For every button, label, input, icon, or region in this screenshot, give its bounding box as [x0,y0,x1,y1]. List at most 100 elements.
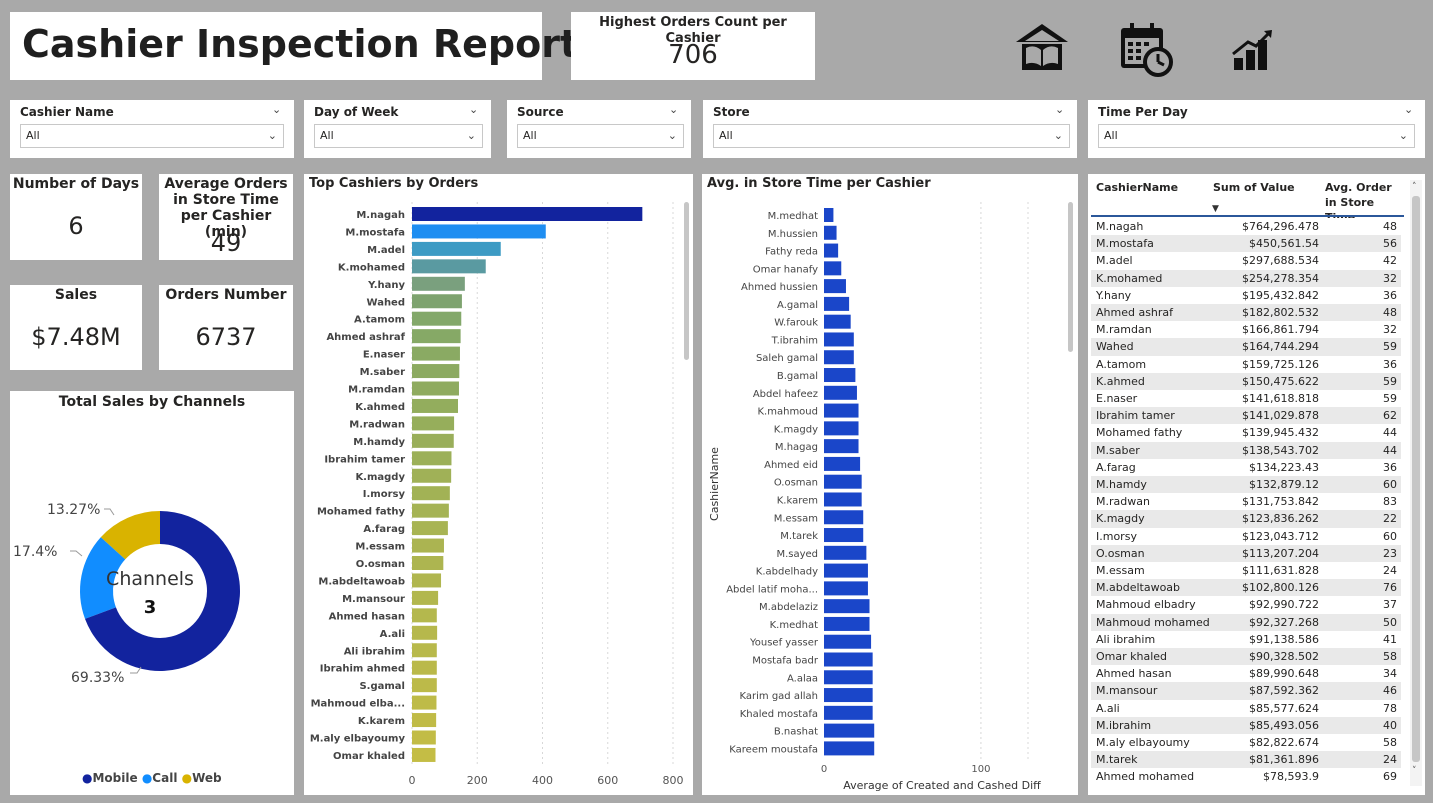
bar[interactable] [824,225,837,240]
slicer-dropdown[interactable]: All ⌄ [20,124,284,148]
bar[interactable] [412,521,448,536]
bar[interactable] [412,503,449,518]
slicer-source[interactable]: Source ⌄ All ⌄ [507,100,691,158]
bar[interactable] [824,723,875,738]
bar[interactable] [412,486,450,501]
legend-item-mobile[interactable]: ●Mobile [82,771,138,785]
bar[interactable] [824,332,854,347]
bar[interactable] [412,625,438,640]
bar[interactable] [412,294,462,309]
bar[interactable] [824,261,842,276]
bar[interactable] [824,510,864,525]
slicer-dropdown[interactable]: All ⌄ [517,124,684,148]
bar[interactable] [412,241,501,256]
bar[interactable] [824,421,859,436]
bar[interactable] [412,730,436,745]
chevron-down-icon[interactable]: ⌄ [469,103,479,116]
bar[interactable] [824,243,839,258]
table-row[interactable]: Y.hany $195,432.842 36 [1091,286,1401,304]
table-row[interactable]: A.ali $85,577.624 78 [1091,699,1401,717]
bar[interactable] [824,350,854,365]
bar[interactable] [412,329,461,344]
slicer-dropdown[interactable]: All ⌄ [1098,124,1415,148]
column-header-sum-of-value[interactable]: Sum of Value [1213,181,1295,194]
table-row[interactable]: Ahmed ashraf $182,802.532 48 [1091,304,1401,322]
table-row[interactable]: I.morsy $123,043.712 60 [1091,527,1401,545]
bar[interactable] [824,688,873,703]
bar[interactable] [412,224,546,239]
slicer-dropdown[interactable]: All ⌄ [713,124,1070,148]
table-row[interactable]: Ahmed hasan $89,990.648 34 [1091,665,1401,683]
table-row[interactable]: A.farag $134,223.43 36 [1091,458,1401,476]
table-row[interactable]: M.ramdan $166,861.794 32 [1091,321,1401,339]
scroll-up-icon[interactable]: ˄ [1412,182,1417,192]
legend-item-call[interactable]: ●Call [141,771,178,785]
sort-desc-icon[interactable]: ▼ [1212,204,1219,214]
bar[interactable] [412,556,444,570]
bar[interactable] [412,346,460,361]
bar[interactable] [412,747,436,762]
bar[interactable] [412,468,452,483]
table-row[interactable]: M.ibrahim $85,493.056 40 [1091,716,1401,734]
bar[interactable] [412,538,444,553]
table-row[interactable]: O.osman $113,207.204 23 [1091,544,1401,562]
column-header-avg-order[interactable]: Avg. Order in Store Time [1325,181,1392,224]
donut-slice-mobile[interactable] [85,511,240,671]
scrollbar-thumb[interactable] [1412,196,1420,762]
chevron-down-icon[interactable]: ⌄ [669,103,679,116]
bar[interactable] [824,403,859,418]
bar[interactable] [412,660,437,675]
scrollbar[interactable] [1068,202,1073,352]
table-row[interactable]: M.saber $138,543.702 44 [1091,441,1401,459]
table-row[interactable]: Mahmoud elbadry $92,990.722 37 [1091,596,1401,614]
slicer-store[interactable]: Store ⌄ All ⌄ [703,100,1077,158]
bar[interactable] [412,381,459,396]
scroll-down-icon[interactable]: ˅ [1412,766,1417,776]
slicer-dropdown[interactable]: All ⌄ [314,124,483,148]
table-row[interactable]: K.mohamed $254,278.354 32 [1091,269,1401,287]
bar[interactable] [824,492,862,507]
home-book-icon[interactable] [1014,22,1070,76]
table-row[interactable]: M.essam $111,631.828 24 [1091,562,1401,580]
bar[interactable] [824,599,870,614]
bar[interactable] [824,616,870,631]
bar[interactable] [824,279,846,294]
bar[interactable] [412,608,437,623]
bar[interactable] [412,276,465,291]
bar[interactable] [824,634,872,649]
bar[interactable] [824,385,857,400]
table-row[interactable]: Ibrahim tamer $141,029.878 62 [1091,407,1401,425]
donut-slice-call[interactable] [80,537,126,619]
column-header-cashiername[interactable]: CashierName [1096,181,1179,194]
bar[interactable] [412,590,439,605]
table-row[interactable]: M.hamdy $132,879.12 60 [1091,476,1401,494]
bar[interactable] [824,474,862,489]
chevron-down-icon[interactable]: ⌄ [1404,103,1414,116]
table-row[interactable]: M.aly elbayoumy $82,822.674 58 [1091,734,1401,752]
bar[interactable] [824,314,851,329]
chevron-down-icon[interactable]: ⌄ [1055,103,1065,116]
donut-slice-web[interactable] [100,511,160,560]
bar[interactable] [824,456,861,471]
bar[interactable] [412,416,455,431]
bar[interactable] [824,652,873,667]
bar[interactable] [824,563,868,578]
legend-item-web[interactable]: ●Web [181,771,222,785]
scrollbar[interactable] [684,202,689,360]
bar[interactable] [824,368,856,383]
bar[interactable] [824,741,875,756]
table-row[interactable]: M.tarek $81,361.896 24 [1091,751,1401,769]
bar[interactable] [412,311,462,326]
bar[interactable] [824,545,867,560]
bar[interactable] [412,451,452,466]
slicer-day-of-week[interactable]: Day of Week ⌄ All ⌄ [304,100,491,158]
bar[interactable] [412,678,437,693]
bar[interactable] [824,670,873,685]
calendar-clock-icon[interactable] [1118,20,1174,78]
table-row[interactable]: M.radwan $131,753.842 83 [1091,493,1401,511]
bar[interactable] [824,528,864,543]
bar[interactable] [412,259,486,274]
bar[interactable] [412,573,442,588]
bar[interactable] [412,643,437,658]
bar[interactable] [412,695,437,710]
